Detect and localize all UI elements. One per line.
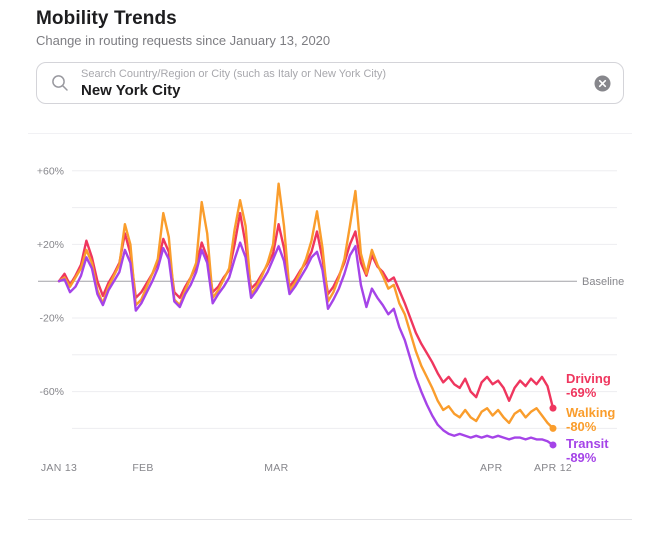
x-axis-tick-label: APR 12: [534, 462, 572, 474]
driving-legend-value: -69%: [566, 385, 597, 400]
y-axis-tick-label: -60%: [39, 386, 64, 398]
y-axis-tick-label: +60%: [37, 165, 64, 177]
driving-end-dot: [549, 404, 557, 412]
search-field[interactable]: Search Country/Region or City (such as I…: [36, 62, 624, 104]
transit-legend-value: -89%: [566, 450, 597, 465]
page-subtitle: Change in routing requests since January…: [36, 33, 331, 48]
x-axis-tick-label: APR: [480, 462, 503, 474]
walking-end-dot: [549, 424, 557, 432]
transit-legend-name: Transit: [566, 436, 609, 451]
transit-line: [57, 241, 555, 447]
search-placeholder-label: Search Country/Region or City (such as I…: [81, 67, 387, 80]
driving-legend-name: Driving: [566, 371, 611, 386]
x-axis-tick-label: JAN 13: [41, 462, 77, 474]
header-divider: [28, 133, 632, 134]
search-input[interactable]: [81, 80, 594, 100]
y-axis-tick-label: +20%: [37, 239, 64, 251]
walking-line: [57, 182, 555, 430]
x-axis-tick-label: FEB: [132, 462, 153, 474]
page-title: Mobility Trends: [36, 8, 177, 29]
footer-divider: [28, 519, 632, 520]
chart-area: Baseline +60% +20% -20% -60% JAN 13 FEB MAR APR A…: [0, 145, 660, 495]
baseline-label: Baseline: [582, 276, 624, 288]
walking-legend-name: Walking: [566, 405, 615, 420]
mobility-line-chart: Baseline +60% +20% -20% -60% JAN 13 FEB MAR APR A…: [37, 165, 624, 474]
transit-end-dot: [549, 441, 557, 449]
clear-icon[interactable]: [594, 75, 611, 92]
y-axis-tick-label: -20%: [39, 313, 64, 325]
x-axis-tick-label: MAR: [264, 462, 288, 474]
driving-line: [57, 211, 555, 410]
walking-legend-value: -80%: [566, 419, 597, 434]
search-text-group: Search Country/Region or City (such as I…: [81, 67, 594, 100]
search-icon: [51, 74, 69, 92]
